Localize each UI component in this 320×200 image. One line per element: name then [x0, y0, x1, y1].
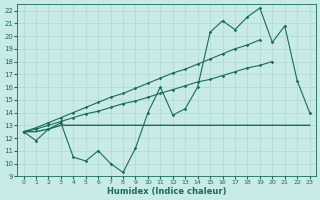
X-axis label: Humidex (Indice chaleur): Humidex (Indice chaleur)	[107, 187, 226, 196]
